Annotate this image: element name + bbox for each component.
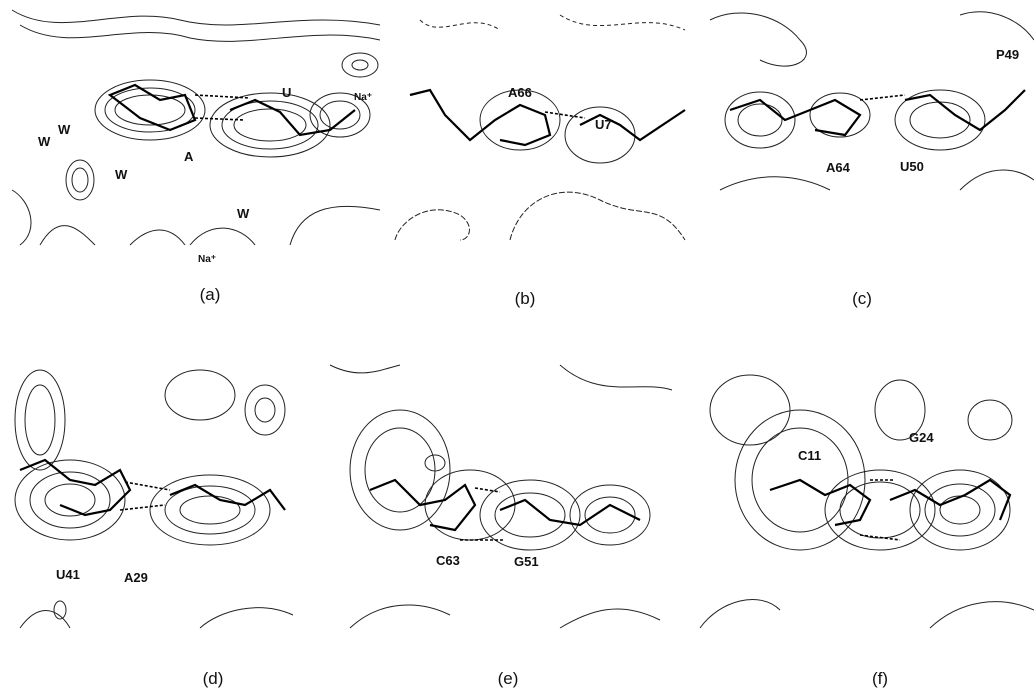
label: W <box>38 134 51 149</box>
contour <box>12 10 380 25</box>
label: C11 <box>798 448 821 463</box>
contour <box>585 497 635 533</box>
contour <box>20 608 293 628</box>
label: A66 <box>508 85 532 100</box>
caption: (a) <box>200 285 221 304</box>
contour <box>710 12 1034 66</box>
caption: (d) <box>203 669 224 688</box>
label: U <box>282 85 291 100</box>
contour <box>115 95 185 125</box>
label: W <box>237 206 250 221</box>
contour <box>342 53 378 77</box>
contour <box>395 192 685 240</box>
label: U41 <box>56 567 80 582</box>
contour <box>320 101 360 129</box>
contour <box>330 365 672 390</box>
contour <box>165 370 235 420</box>
contour <box>20 25 380 41</box>
contour <box>425 470 515 540</box>
caption: (e) <box>498 669 519 688</box>
label: A29 <box>124 570 148 585</box>
contour <box>210 93 330 157</box>
contour <box>700 600 1034 628</box>
contour <box>495 493 565 537</box>
panel-a: U A W W W W Na⁺ Na⁺ (a) <box>12 10 380 304</box>
label: C63 <box>436 553 460 568</box>
contour <box>180 496 240 524</box>
caption: (f) <box>872 669 888 688</box>
contour <box>570 485 650 545</box>
contour <box>840 482 920 538</box>
contour <box>95 80 205 140</box>
contour <box>54 601 66 619</box>
contour <box>420 15 685 30</box>
label: W <box>58 122 71 137</box>
contour <box>910 102 970 138</box>
contour <box>245 385 285 435</box>
label: W <box>115 167 128 182</box>
contour <box>25 385 55 455</box>
caption: (c) <box>852 289 872 308</box>
label: U7 <box>595 117 612 132</box>
panel-f: C11 G24 (f) <box>700 375 1034 688</box>
contour <box>720 170 1034 190</box>
panel-b: A66 U7 (b) <box>395 15 685 308</box>
label: Na⁺ <box>198 254 216 265</box>
contour <box>12 190 380 245</box>
label: U50 <box>900 159 924 174</box>
contour <box>940 496 980 524</box>
panel-c: P49 A64 U50 (c) <box>710 12 1034 308</box>
contour <box>350 605 660 628</box>
label: A <box>184 149 194 164</box>
contour <box>66 160 94 200</box>
label: G51 <box>514 554 539 569</box>
contour <box>738 104 782 136</box>
figure: U A W W W W Na⁺ Na⁺ (a) A66 U7 (b) P49 A… <box>0 0 1034 691</box>
contour <box>370 480 640 530</box>
contour <box>730 90 1025 135</box>
caption: (b) <box>515 289 536 308</box>
contour <box>352 60 368 70</box>
label: Na⁺ <box>354 92 372 103</box>
contour <box>968 400 1012 440</box>
contour <box>255 398 275 422</box>
contour <box>860 95 905 100</box>
label: G24 <box>909 430 934 445</box>
label: P49 <box>996 47 1019 62</box>
contour <box>72 168 88 192</box>
contour <box>45 484 95 516</box>
panel-e: C63 G51 (e) <box>330 365 672 688</box>
contour <box>234 109 306 141</box>
contour <box>365 428 435 512</box>
contour <box>770 480 1010 525</box>
label: A64 <box>826 160 851 175</box>
panel-d: U41 A29 (d) <box>15 370 293 688</box>
contour <box>195 95 250 120</box>
